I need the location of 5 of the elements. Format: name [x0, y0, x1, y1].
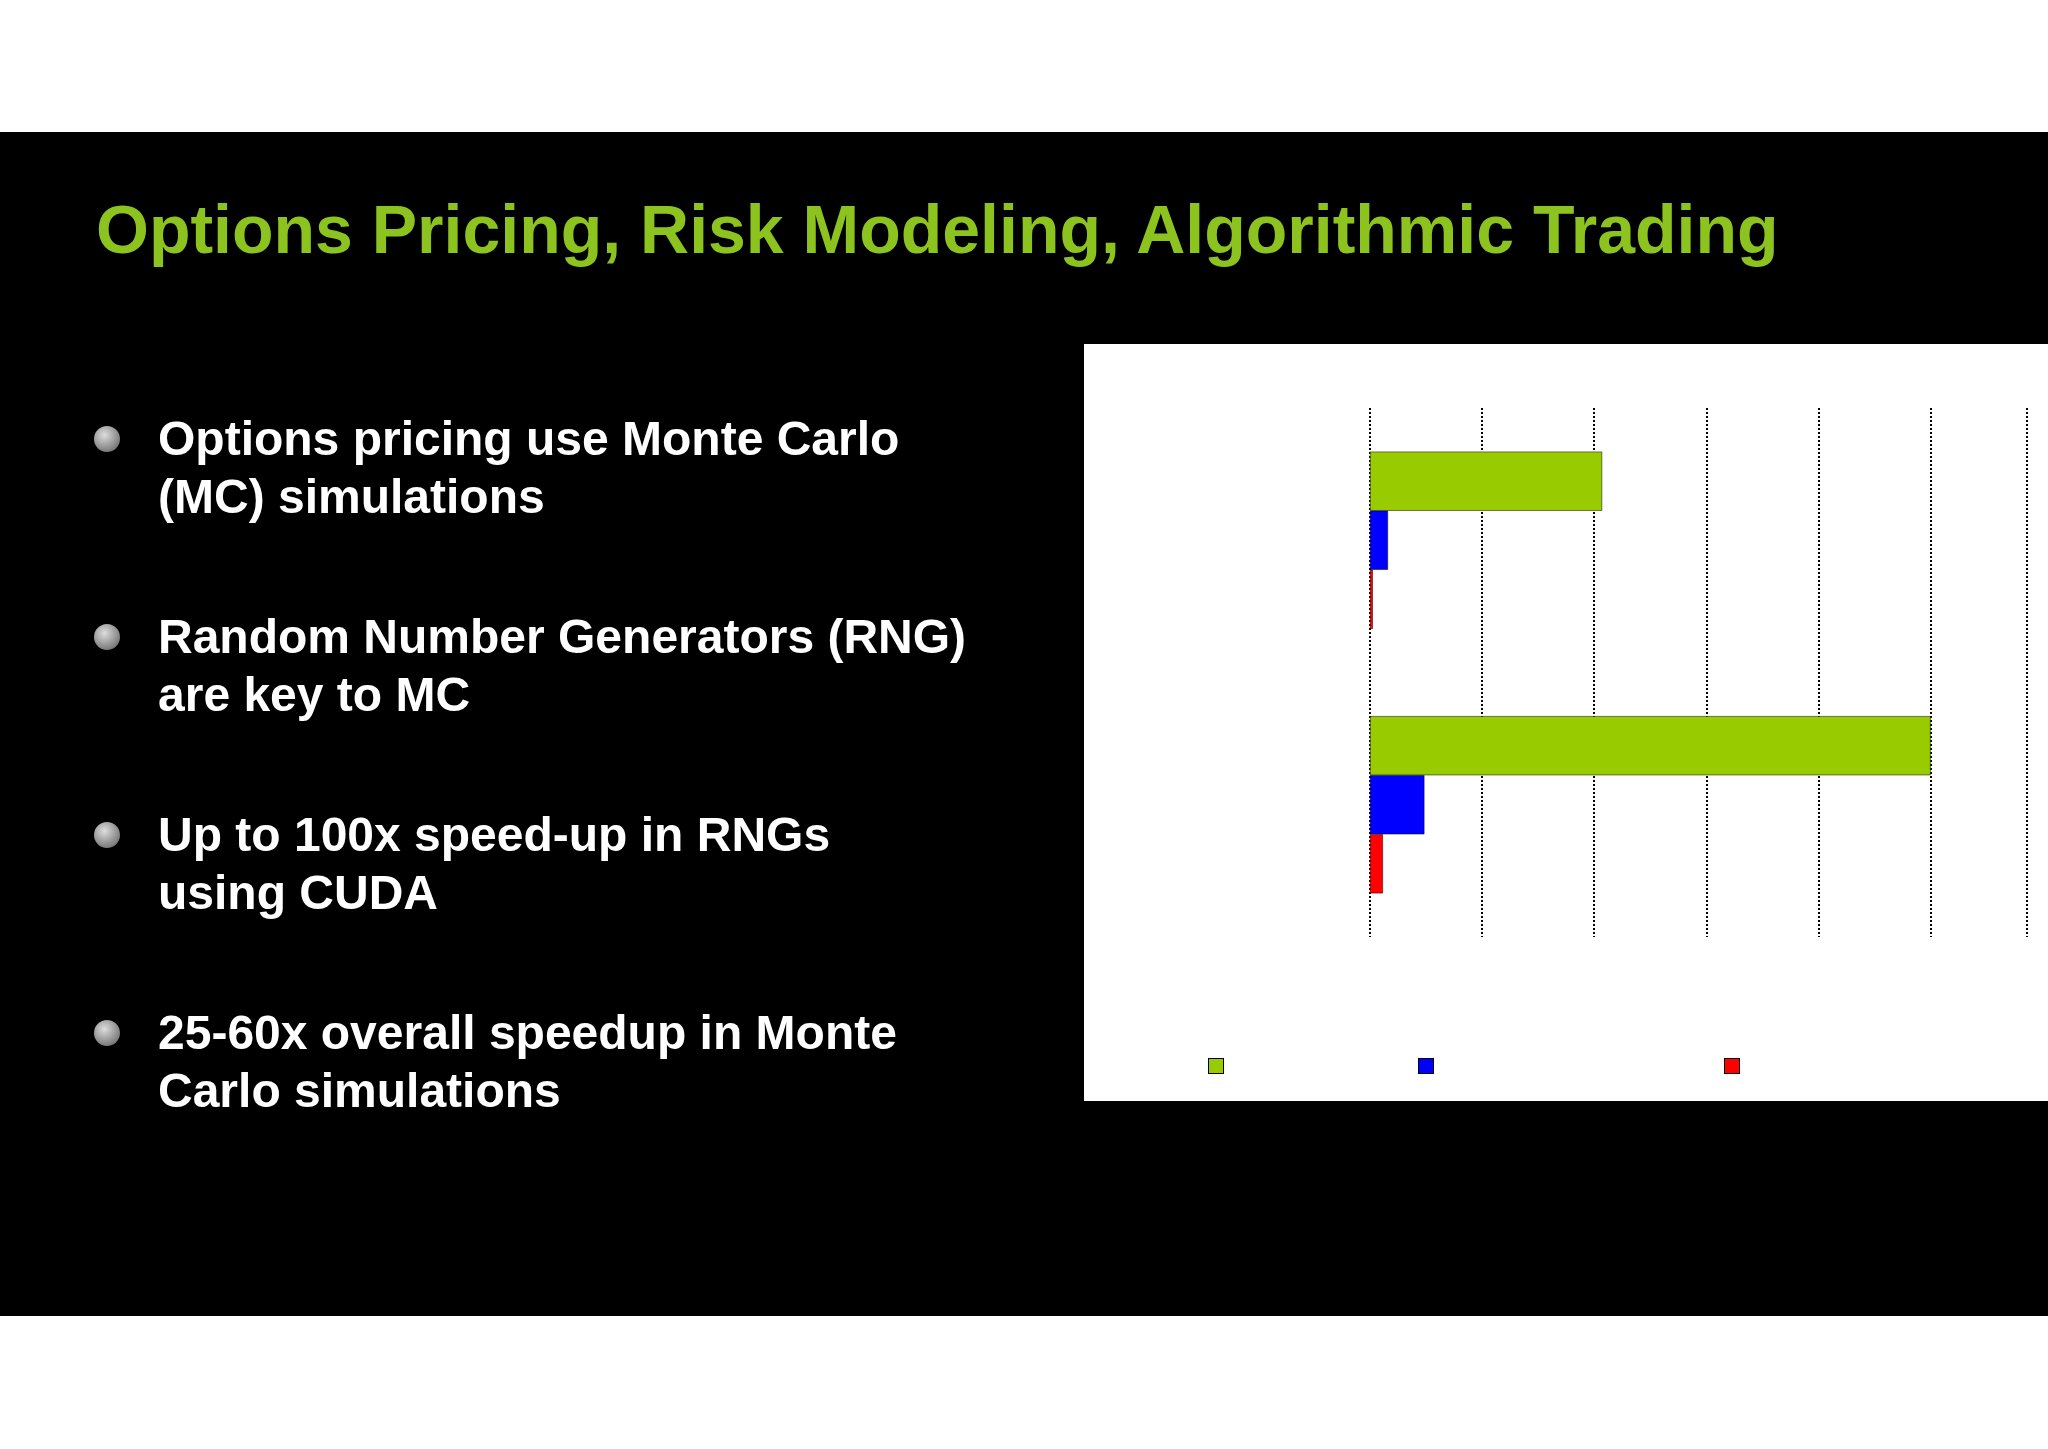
- text: Options pricing use Monte Carlo (MC) simulations: [158, 412, 900, 523]
- text: Random Number Generators (RNG) are key to MC: [158, 610, 967, 721]
- text: Up to 100x speed-up in RNGs using CUDA: [158, 808, 831, 919]
- text: 25-60x overall speedup in Monte Carlo simulations: [158, 1006, 897, 1117]
- chart-title: Options Pricing, Risk Modeling, Algorithmic Trading: [96, 190, 1779, 268]
